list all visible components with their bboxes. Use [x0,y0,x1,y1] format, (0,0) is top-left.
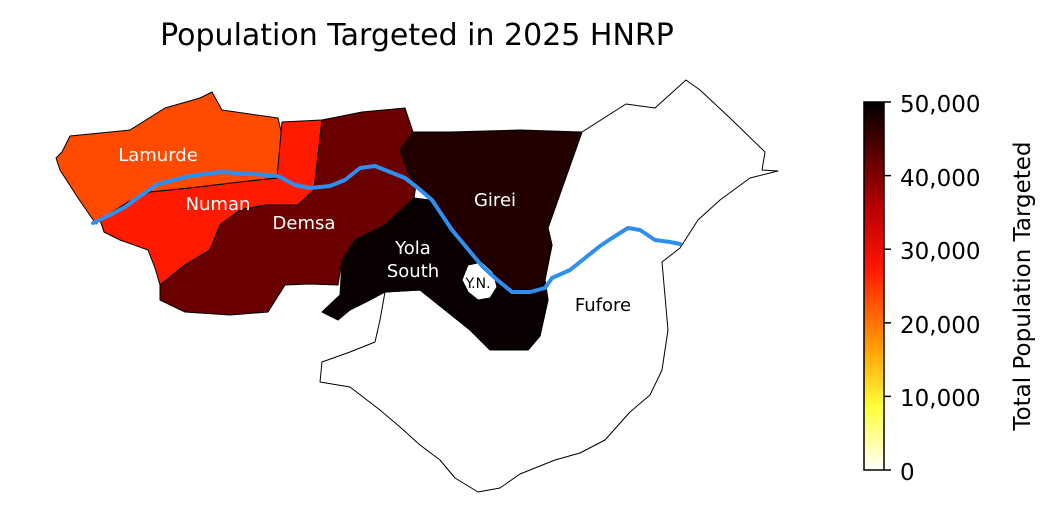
colorbar-tick-30000: 30,000 [900,239,980,265]
colorbar-tick-20000: 20,000 [900,313,980,339]
colorbar: 0 10,000 20,000 30,000 40,000 50,000 Tot… [863,92,1036,486]
river-line [91,164,682,294]
colorbar-ticks [884,101,891,471]
label-yola-south-line2: South [387,261,439,282]
colorbar-tick-10000: 10,000 [900,386,980,412]
colorbar-label: Total Population Targeted [1010,141,1036,431]
colorbar-tick-0: 0 [900,460,915,486]
map-title: Population Targeted in 2025 HNRP [160,18,674,53]
label-yola-north: Y.N. [464,276,490,292]
label-numan: Numan [186,194,251,215]
label-girei: Girei [474,190,516,211]
label-lamurde: Lamurde [118,145,198,166]
colorbar-tick-40000: 40,000 [900,166,980,192]
colorbar-gradient [863,101,885,471]
label-demsa: Demsa [273,213,336,234]
label-fufore: Fufore [575,295,631,316]
label-yola-south-line1: Yola [394,238,431,259]
colorbar-tick-50000: 50,000 [900,92,980,118]
